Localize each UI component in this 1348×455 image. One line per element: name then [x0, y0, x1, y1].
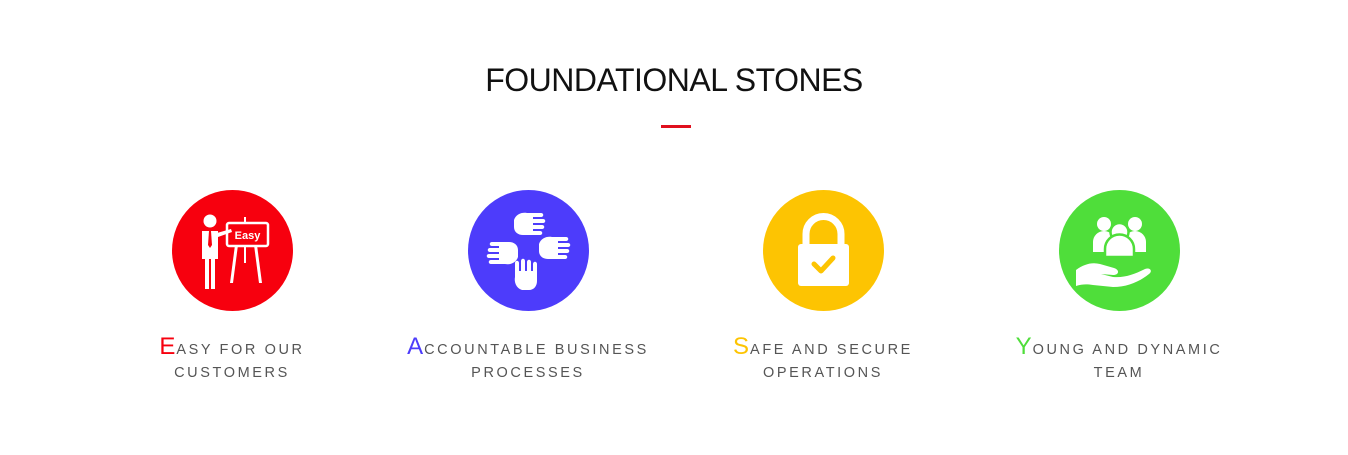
feature-safe-line2: operations — [763, 365, 883, 381]
padlock-check-icon — [797, 213, 849, 286]
feature-easy-caption: Easy for our customers — [82, 335, 382, 385]
feature-young-line2: team — [1093, 365, 1145, 381]
four-hands-teamwork-icon — [486, 212, 570, 290]
feature-young-initial: Y — [1015, 333, 1033, 360]
feature-accountable-initial: A — [407, 333, 425, 360]
feature-easy-initial: E — [159, 333, 177, 360]
feature-easy-line1: asy for our — [176, 342, 305, 358]
presenter-easy-board-icon: Easy — [201, 214, 269, 289]
feature-easy: Easy Easy for our customers — [82, 190, 382, 385]
feature-safe: Safe and secure operations — [673, 190, 973, 385]
title-underline — [661, 125, 691, 128]
feature-easy-line2: customers — [174, 365, 290, 381]
feature-easy-icon-circle: Easy — [171, 190, 293, 311]
feature-safe-initial: S — [733, 333, 751, 360]
feature-safe-icon-circle — [762, 190, 884, 311]
feature-young-icon-circle — [1058, 190, 1180, 311]
feature-young-line1: oung and dynamic — [1032, 342, 1223, 358]
feature-safe-caption: Safe and secure operations — [673, 335, 973, 385]
feature-accountable-line2: processes — [471, 365, 585, 381]
feature-accountable: Accountable business processes — [378, 190, 678, 385]
feature-young: Young and dynamic team — [969, 190, 1269, 385]
board-text: Easy — [234, 230, 261, 242]
hand-holding-people-icon — [1075, 217, 1151, 287]
section-title: FOUNDATIONAL STONES — [485, 62, 863, 98]
feature-safe-line1: afe and secure — [750, 342, 913, 358]
feature-accountable-icon-circle — [467, 190, 589, 311]
feature-accountable-caption: Accountable business processes — [378, 335, 678, 385]
feature-young-caption: Young and dynamic team — [969, 335, 1269, 385]
feature-accountable-line1: ccountable business — [424, 342, 649, 358]
